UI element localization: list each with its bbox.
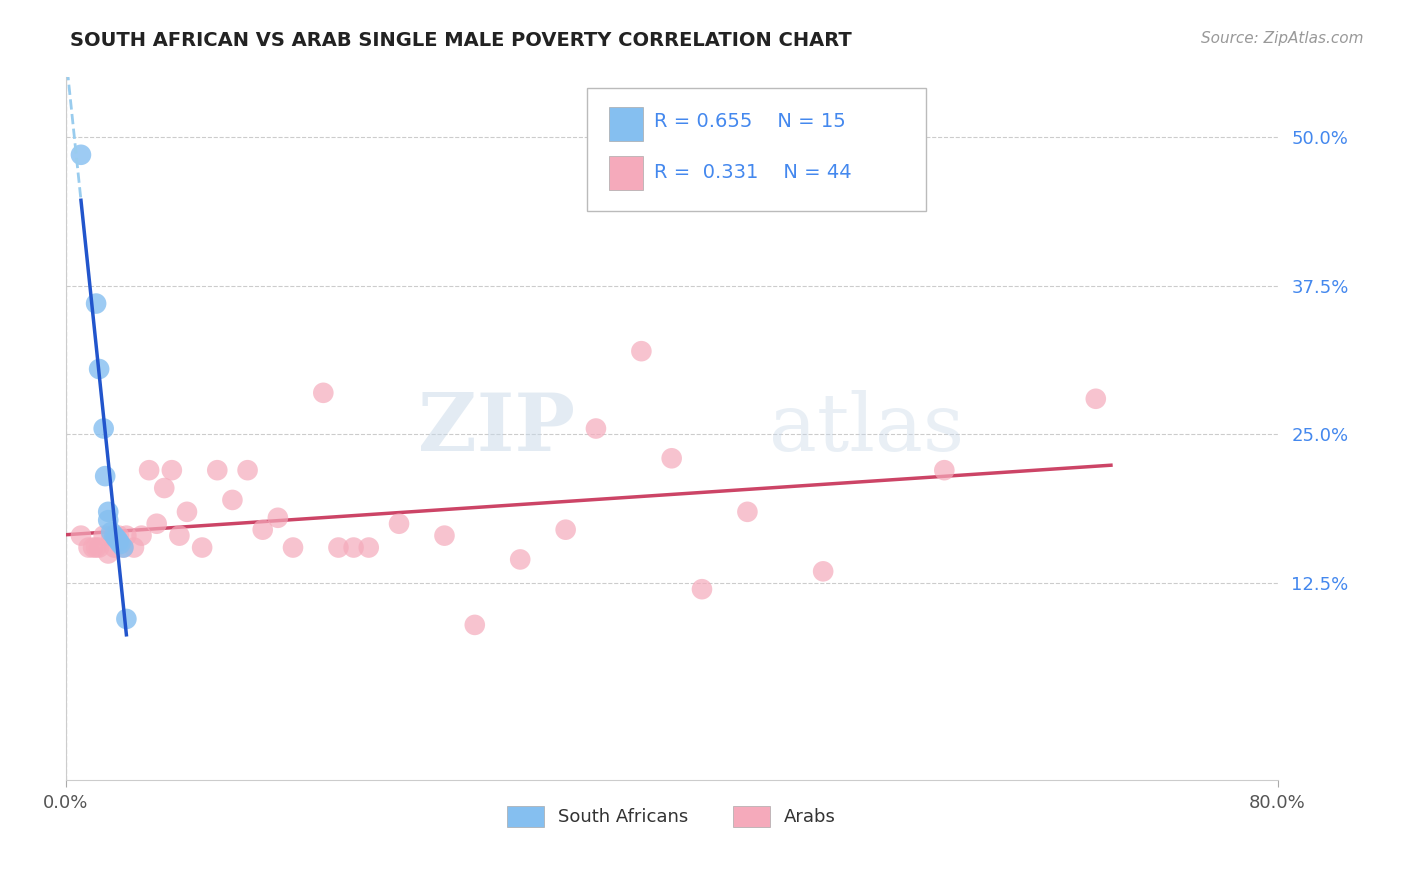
Point xyxy=(388,516,411,531)
Point xyxy=(811,565,834,579)
Point xyxy=(94,469,117,483)
Point xyxy=(160,463,183,477)
Point xyxy=(357,541,380,555)
Point xyxy=(112,541,135,555)
Point xyxy=(110,537,132,551)
Point xyxy=(70,148,93,162)
Point xyxy=(934,463,956,477)
Point xyxy=(252,523,274,537)
Point xyxy=(176,505,198,519)
Point xyxy=(267,510,290,524)
Point xyxy=(108,534,131,549)
Point xyxy=(131,528,153,542)
Point xyxy=(281,541,304,555)
Point xyxy=(115,528,138,542)
Point xyxy=(97,547,120,561)
Text: R =  0.331    N = 44: R = 0.331 N = 44 xyxy=(654,162,851,182)
Point xyxy=(89,362,111,376)
Point xyxy=(191,541,214,555)
Text: Source: ZipAtlas.com: Source: ZipAtlas.com xyxy=(1201,31,1364,46)
Point xyxy=(1084,392,1107,406)
Point xyxy=(93,421,115,435)
Point xyxy=(207,463,229,477)
Point xyxy=(108,528,131,542)
Point xyxy=(153,481,176,495)
Point xyxy=(661,451,683,466)
Point xyxy=(236,463,259,477)
FancyBboxPatch shape xyxy=(609,156,643,190)
Point xyxy=(737,505,759,519)
Point xyxy=(93,528,115,542)
Point xyxy=(221,492,243,507)
Point xyxy=(97,505,120,519)
Point xyxy=(690,582,713,597)
Point xyxy=(342,541,364,555)
Point xyxy=(433,528,456,542)
Point xyxy=(145,516,167,531)
Point xyxy=(122,541,145,555)
Point xyxy=(630,344,652,359)
Point xyxy=(138,463,160,477)
Point xyxy=(585,421,607,435)
Point xyxy=(100,524,122,539)
Point xyxy=(112,541,135,555)
Point xyxy=(103,541,125,555)
Point xyxy=(70,528,93,542)
Legend: South Africans, Arabs: South Africans, Arabs xyxy=(501,798,844,834)
Point xyxy=(509,552,531,566)
Point xyxy=(115,612,138,626)
Point xyxy=(105,532,128,546)
Point xyxy=(82,541,104,555)
Point xyxy=(77,541,100,555)
Point xyxy=(97,513,120,527)
Point xyxy=(103,528,125,542)
Point xyxy=(84,541,107,555)
Point xyxy=(464,618,486,632)
Text: ZIP: ZIP xyxy=(418,390,575,467)
Point xyxy=(89,541,111,555)
Text: SOUTH AFRICAN VS ARAB SINGLE MALE POVERTY CORRELATION CHART: SOUTH AFRICAN VS ARAB SINGLE MALE POVERT… xyxy=(70,31,852,50)
FancyBboxPatch shape xyxy=(609,107,643,141)
Point xyxy=(312,385,335,400)
Text: atlas: atlas xyxy=(769,390,963,467)
FancyBboxPatch shape xyxy=(586,88,927,211)
Point xyxy=(554,523,576,537)
Point xyxy=(100,528,122,542)
Point xyxy=(104,531,127,545)
Text: R = 0.655    N = 15: R = 0.655 N = 15 xyxy=(654,112,845,131)
Point xyxy=(84,296,107,310)
Point xyxy=(169,528,191,542)
Point xyxy=(328,541,350,555)
